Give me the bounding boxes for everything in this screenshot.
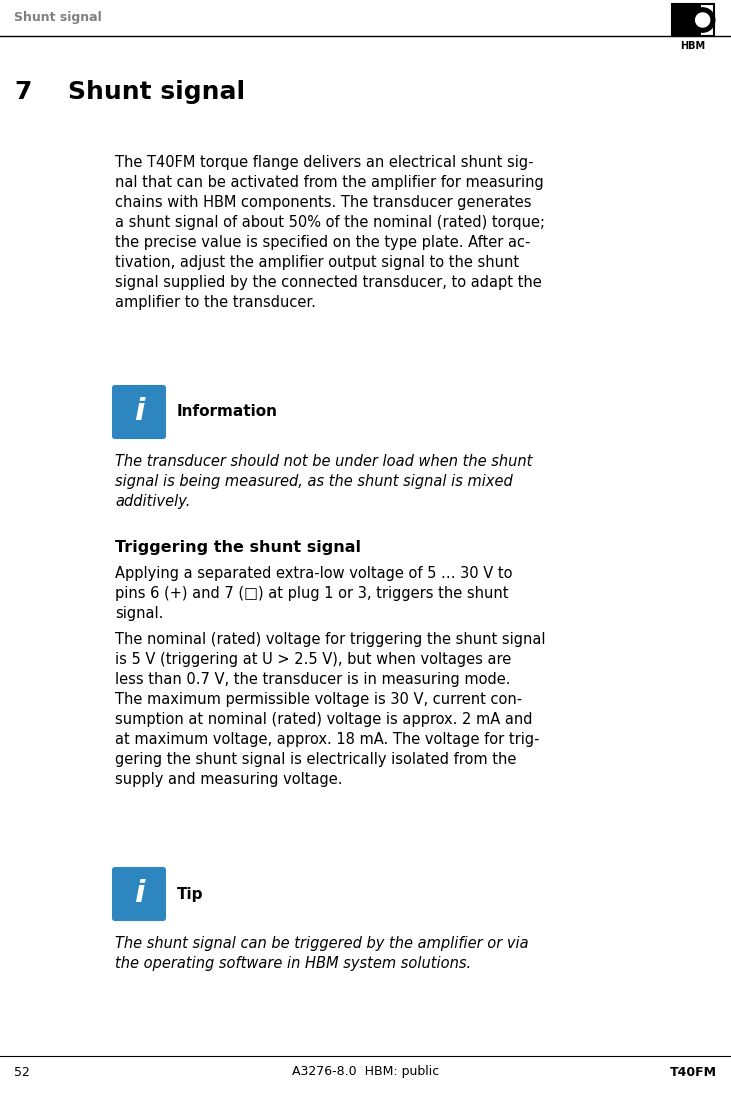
Text: i: i bbox=[134, 880, 144, 908]
Text: Information: Information bbox=[177, 405, 278, 419]
Text: Applying a separated extra-low voltage of 5 … 30 V to
pins 6 (+) and 7 (□) at pl: Applying a separated extra-low voltage o… bbox=[115, 566, 512, 621]
Text: The T40FM torque flange delivers an electrical shunt sig-
nal that can be activa: The T40FM torque flange delivers an elec… bbox=[115, 155, 545, 311]
Text: T40FM: T40FM bbox=[670, 1066, 717, 1079]
Text: 7: 7 bbox=[14, 80, 31, 104]
Text: i: i bbox=[134, 397, 144, 427]
FancyBboxPatch shape bbox=[113, 386, 165, 438]
Circle shape bbox=[696, 13, 710, 27]
Text: Tip: Tip bbox=[177, 886, 203, 901]
Text: Triggering the shunt signal: Triggering the shunt signal bbox=[115, 540, 361, 555]
Text: 52: 52 bbox=[14, 1066, 30, 1079]
Text: The shunt signal can be triggered by the amplifier or via
the operating software: The shunt signal can be triggered by the… bbox=[115, 936, 529, 971]
FancyBboxPatch shape bbox=[113, 868, 165, 920]
Bar bbox=[693, 4, 700, 36]
Circle shape bbox=[691, 8, 715, 32]
Bar bbox=[672, 4, 693, 36]
Text: Shunt signal: Shunt signal bbox=[14, 12, 102, 24]
Text: The transducer should not be under load when the shunt
signal is being measured,: The transducer should not be under load … bbox=[115, 454, 532, 509]
Text: Shunt signal: Shunt signal bbox=[68, 80, 245, 104]
Text: HBM: HBM bbox=[681, 40, 705, 51]
FancyBboxPatch shape bbox=[672, 4, 714, 36]
Text: A3276-8.0  HBM: public: A3276-8.0 HBM: public bbox=[292, 1066, 439, 1079]
Text: The nominal (rated) voltage for triggering the shunt signal
is 5 V (triggering a: The nominal (rated) voltage for triggeri… bbox=[115, 632, 545, 788]
